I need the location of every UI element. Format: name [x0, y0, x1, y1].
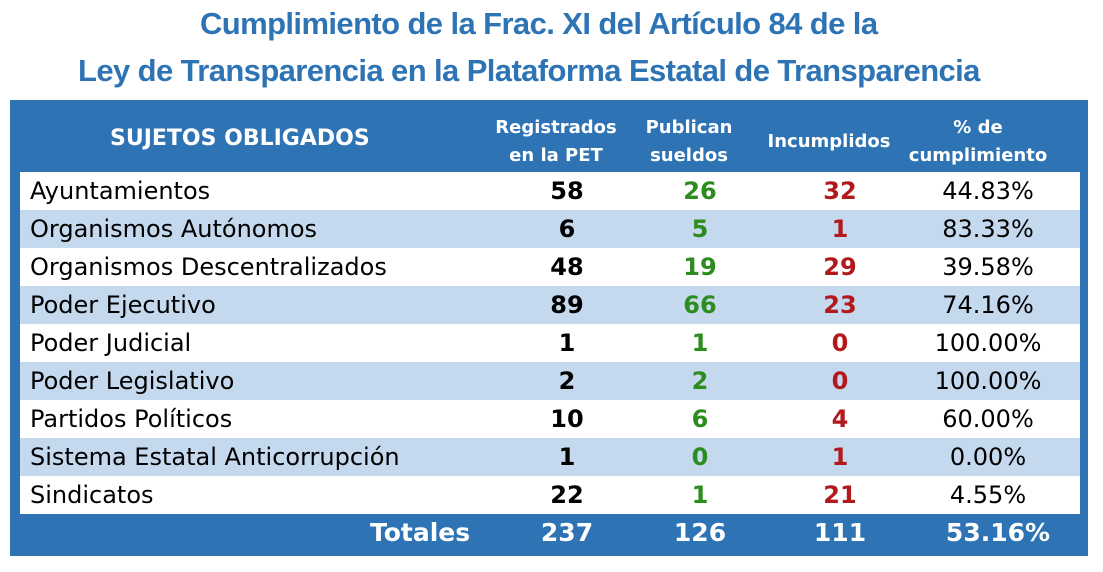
- row-registrados: 1: [558, 443, 576, 471]
- row-name: Organismos Autónomos: [30, 215, 318, 243]
- row-registrados: 2: [558, 367, 576, 395]
- row-cumplimiento: 0.00%: [949, 443, 1027, 471]
- row-incumplidos: 1: [831, 443, 849, 471]
- header-registrados: Registrados en la PET: [495, 117, 617, 166]
- row-registrados: 58: [550, 177, 584, 205]
- row-name: Organismos Descentralizados: [30, 253, 387, 281]
- row-publican: 66: [683, 291, 717, 319]
- row-publican: 2: [691, 367, 709, 395]
- row-name: Ayuntamientos: [30, 177, 211, 205]
- row-incumplidos: 1: [831, 215, 849, 243]
- totals-row: Totales 237 126 111 53.16%: [10, 514, 1088, 556]
- row-registrados: 22: [550, 481, 584, 509]
- row-publican: 19: [683, 253, 717, 281]
- table-row: Sistema Estatal Anticorrupción 1 0 1 0.0…: [20, 438, 1080, 476]
- title-line-2: Ley de Transparencia en la Plataforma Es…: [78, 53, 980, 88]
- row-incumplidos: 32: [823, 177, 857, 205]
- row-incumplidos: 0: [831, 329, 849, 357]
- row-cumplimiento: 4.55%: [949, 481, 1027, 509]
- row-incumplidos: 23: [823, 291, 857, 319]
- totals-registrados: 237: [540, 518, 594, 547]
- table-row: Poder Ejecutivo 89 66 23 74.16%: [20, 286, 1080, 324]
- row-publican: 6: [691, 405, 709, 433]
- header-publican: Publican sueldos: [645, 117, 733, 166]
- row-publican: 1: [691, 329, 709, 357]
- row-incumplidos: 4: [831, 405, 849, 433]
- row-registrados: 48: [550, 253, 584, 281]
- row-incumplidos: 29: [823, 253, 857, 281]
- totals-publican: 126: [673, 518, 727, 547]
- row-cumplimiento: 83.33%: [942, 215, 1034, 243]
- row-cumplimiento: 74.16%: [942, 291, 1034, 319]
- row-registrados: 10: [550, 405, 584, 433]
- row-name: Poder Judicial: [30, 329, 192, 357]
- row-cumplimiento: 100.00%: [934, 329, 1042, 357]
- row-name: Poder Ejecutivo: [30, 291, 216, 319]
- table-row: Poder Judicial 1 1 0 100.00%: [20, 324, 1080, 362]
- table-row: Organismos Descentralizados 48 19 29 39.…: [20, 248, 1080, 286]
- row-cumplimiento: 39.58%: [942, 253, 1034, 281]
- row-publican: 1: [691, 481, 709, 509]
- row-publican: 26: [683, 177, 717, 205]
- compliance-table: SUJETOS OBLIGADOS Registrados en la PET …: [10, 100, 1088, 556]
- table-row: Ayuntamientos 58 26 32 44.83%: [20, 172, 1080, 210]
- totals-incumplidos: 111: [813, 518, 867, 547]
- row-name: Partidos Políticos: [30, 405, 233, 433]
- row-name: Sistema Estatal Anticorrupción: [30, 443, 400, 471]
- row-registrados: 1: [558, 329, 576, 357]
- header-sujetos: SUJETOS OBLIGADOS: [110, 126, 370, 151]
- row-cumplimiento: 100.00%: [934, 367, 1042, 395]
- row-publican: 5: [691, 215, 709, 243]
- row-name: Poder Legislativo: [30, 367, 235, 395]
- row-registrados: 89: [550, 291, 584, 319]
- title-line-1: Cumplimiento de la Frac. XI del Artículo…: [200, 6, 878, 41]
- header-incumplidos: Incumplidos: [767, 131, 891, 152]
- row-name: Sindicatos: [30, 481, 154, 509]
- table-row: Organismos Autónomos 6 5 1 83.33%: [20, 210, 1080, 248]
- row-publican: 0: [691, 443, 709, 471]
- header-cumplimiento: % de cumplimiento: [908, 117, 1048, 166]
- row-incumplidos: 21: [823, 481, 857, 509]
- row-cumplimiento: 44.83%: [942, 177, 1034, 205]
- table-body: Ayuntamientos 58 26 32 44.83% Organismos…: [20, 172, 1080, 514]
- row-cumplimiento: 60.00%: [942, 405, 1034, 433]
- totals-label: Totales: [370, 518, 471, 547]
- row-incumplidos: 0: [831, 367, 849, 395]
- table-row: Poder Legislativo 2 2 0 100.00%: [20, 362, 1080, 400]
- totals-cumplimiento: 53.16%: [945, 518, 1051, 547]
- table-row: Partidos Políticos 10 6 4 60.00%: [20, 400, 1080, 438]
- table-row: Sindicatos 22 1 21 4.55%: [20, 476, 1080, 514]
- table-header: SUJETOS OBLIGADOS Registrados en la PET …: [10, 100, 1088, 172]
- row-registrados: 6: [558, 215, 576, 243]
